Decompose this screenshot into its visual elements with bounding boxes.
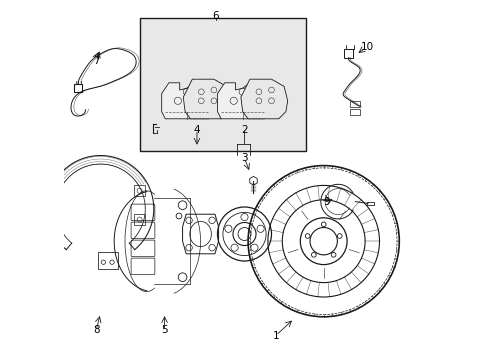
Bar: [74, 84, 82, 92]
Polygon shape: [217, 83, 267, 119]
Polygon shape: [241, 79, 287, 119]
Text: 7: 7: [93, 56, 99, 66]
Bar: [366, 202, 373, 205]
Text: 4: 4: [193, 125, 200, 135]
Bar: [140, 18, 305, 151]
Polygon shape: [183, 79, 230, 119]
Text: 6: 6: [212, 11, 219, 21]
Bar: [343, 49, 352, 58]
Bar: [349, 109, 360, 115]
Bar: [98, 252, 117, 269]
Text: 5: 5: [161, 325, 167, 336]
Bar: [349, 101, 360, 107]
Polygon shape: [162, 83, 212, 119]
Text: 9: 9: [323, 197, 329, 207]
Text: 2: 2: [241, 125, 247, 135]
Text: 1: 1: [272, 330, 279, 341]
Text: 8: 8: [93, 325, 99, 336]
Bar: [134, 185, 145, 196]
Bar: [134, 214, 145, 225]
Text: 3: 3: [241, 153, 247, 163]
Text: 10: 10: [360, 42, 373, 52]
